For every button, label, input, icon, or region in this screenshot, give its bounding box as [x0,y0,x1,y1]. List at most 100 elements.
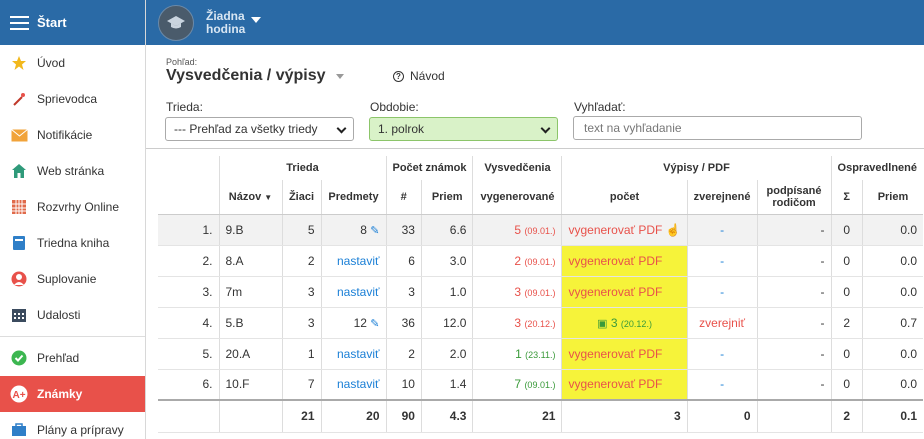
sidebar-item-web[interactable]: Web stránka [0,153,145,189]
table-row[interactable]: 1. 9.B 5 8 ✎ 33 6.6 5 (09.01.) vygenerov… [158,214,923,246]
row-index: 6. [158,369,219,401]
generated-cell[interactable]: 2 (09.01.) [472,245,562,277]
pdf-count-cell[interactable]: ▣ 3 (20.12.) [561,307,688,339]
published-cell: - [686,338,758,370]
publish-link[interactable]: zverejniť [686,307,758,339]
graduation-cap-icon[interactable] [158,4,194,41]
table-row[interactable]: 2. 8.A 2 nastaviť 6 3.0 2 (09.01.) vygen… [158,245,923,277]
excused-avg: 0.0 [861,276,923,308]
pencil-icon: ✎ [370,317,380,330]
col-zverejnene: zverejnené [686,180,758,215]
generated-cell[interactable]: 3 (09.01.) [472,276,562,308]
chevron-down-icon [335,73,344,79]
signed-cell: - [756,214,832,246]
period-select[interactable]: 1. polrok [369,117,558,141]
view-selector[interactable]: Vysvedčenia / výpisy [166,67,344,85]
group-trieda: Trieda [218,156,386,180]
generated-cell[interactable]: 7 (09.01.) [472,369,562,401]
sidebar-title[interactable]: Štart [37,15,67,30]
star-icon [10,54,28,72]
class-select[interactable]: --- Prehľad za všetky triedy [165,117,354,141]
sidebar-item-label: Web stránka [37,164,105,178]
lesson-selector[interactable]: Žiadna hodina [206,9,246,36]
main-content: Pohľad: Vysvedčenia / výpisy ? Návod Tri… [146,45,924,439]
excused-avg: 0.0 [861,369,923,401]
class-name[interactable]: 8.A [218,245,282,277]
grades-avg: 3.0 [420,245,473,277]
subjects-cell[interactable]: 8 ✎ [320,214,386,246]
book-icon [10,234,28,252]
sidebar-item-notifikacie[interactable]: Notifikácie [0,117,145,153]
sidebar-item-label: Triedna kniha [37,236,110,250]
sidebar-header[interactable]: Štart [0,0,145,45]
set-subjects-link[interactable]: nastaviť [320,245,386,277]
sidebar-item-uvod[interactable]: Úvod [0,45,145,81]
header-empty [158,156,219,180]
generate-pdf-button[interactable]: vygenerovať PDF [561,276,688,308]
class-name[interactable]: 7m [218,276,282,308]
generated-cell[interactable]: 1 (23.11.) [472,338,562,370]
excused-avg: 0.7 [861,307,923,339]
chevron-down-icon [540,123,551,134]
table-row[interactable]: 4. 5.B 3 12 ✎ 36 12.0 3 (20.12.) ▣ 3 (20… [158,307,923,339]
search-placeholder: text na vyhľadanie [584,121,682,135]
generate-pdf-button[interactable]: vygenerovať PDF ☝ [561,214,688,246]
grades-count: 2 [385,338,422,370]
students-count: 7 [281,369,321,401]
total-subjects: 20 [320,399,386,433]
col-predmety: Predmety [320,180,386,215]
help-link[interactable]: ? Návod [393,69,445,83]
grades-count: 6 [385,245,422,277]
col-sigma: Σ [830,180,863,215]
grades-avg: 1.4 [420,369,473,401]
chevron-down-icon [336,123,347,134]
table-row[interactable]: 6. 10.F 7 nastaviť 10 1.4 7 (09.01.) vyg… [158,369,923,401]
set-subjects-link[interactable]: nastaviť [320,338,386,370]
generate-pdf-button[interactable]: vygenerovať PDF [561,245,688,277]
page-title: Vysvedčenia / výpisy [166,67,326,84]
class-name[interactable]: 20.A [218,338,282,370]
sidebar-item-triedna-kniha[interactable]: Triedna kniha [0,225,145,261]
row-index: 4. [158,307,219,339]
search-label: Vyhľadať: [574,100,626,114]
table-row[interactable]: 3. 7m 3 nastaviť 3 1.0 3 (09.01.) vygene… [158,276,923,308]
generated-cell[interactable]: 5 (09.01.) [472,214,562,246]
col-nazov[interactable]: Názov ▼ [218,180,282,215]
generate-pdf-button[interactable]: vygenerovať PDF [561,338,688,370]
sidebar-item-label: Plány a prípravy [37,423,124,437]
question-icon: ? [393,70,404,82]
sidebar-item-sprievodca[interactable]: Sprievodca [0,81,145,117]
excused-sum: 0 [830,338,863,370]
chevron-down-icon[interactable] [251,16,262,23]
class-name[interactable]: 5.B [218,307,282,339]
class-name[interactable]: 10.F [218,369,282,401]
set-subjects-link[interactable]: nastaviť [320,369,386,401]
excused-sum: 0 [830,369,863,401]
table-row[interactable]: 5. 20.A 1 nastaviť 2 2.0 1 (23.11.) vyge… [158,338,923,370]
sidebar-item-znamky[interactable]: A+ Známky [0,376,145,412]
grades-avg: 2.0 [420,338,473,370]
menu-icon[interactable] [10,15,29,30]
sidebar-item-plany[interactable]: Plány a prípravy [0,412,145,439]
subjects-cell[interactable]: 12 ✎ [320,307,386,339]
sidebar-item-prehlad[interactable]: Prehľad [0,340,145,376]
pdf-file-icon: ▣ [597,317,608,330]
search-input[interactable]: text na vyhľadanie [573,116,862,140]
generated-cell[interactable]: 3 (20.12.) [472,307,562,339]
sidebar-item-label: Známky [37,387,83,401]
sidebar-item-rozvrhy[interactable]: Rozvrhy Online [0,189,145,225]
envelope-icon [10,126,28,144]
grades-avg: 1.0 [420,276,473,308]
grades-avg: 12.0 [420,307,473,339]
header-empty [158,180,219,215]
row-index: 2. [158,245,219,277]
class-select-value: --- Prehľad za všetky triedy [174,122,318,136]
sidebar-item-suplovanie[interactable]: Suplovanie [0,261,145,297]
grades-count: 3 [385,276,422,308]
lesson-line-2: hodina [206,21,246,36]
generate-pdf-button[interactable]: vygenerovať PDF [561,369,688,401]
set-subjects-link[interactable]: nastaviť [320,276,386,308]
published-cell: - [686,245,758,277]
sidebar-item-udalosti[interactable]: Udalosti [0,297,145,333]
class-name[interactable]: 9.B [218,214,282,246]
